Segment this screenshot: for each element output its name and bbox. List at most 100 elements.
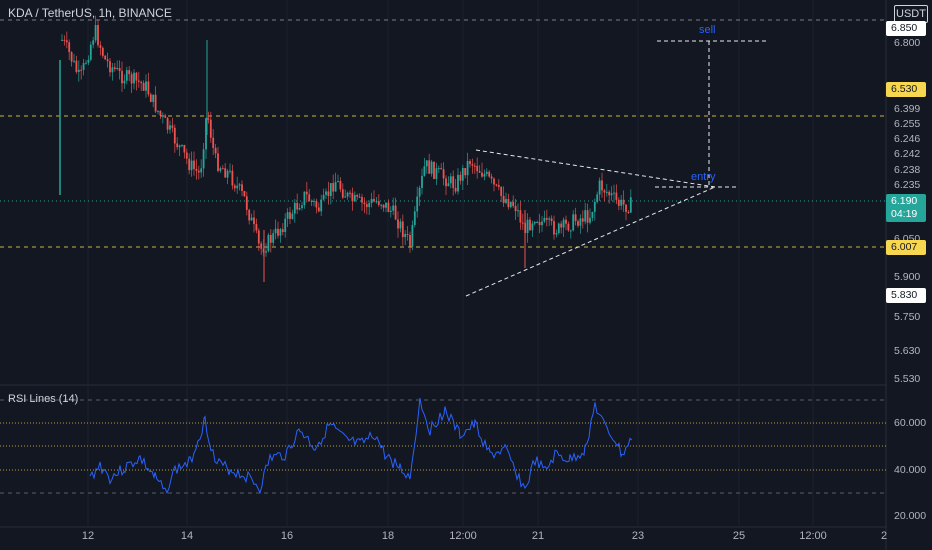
candle-body	[418, 187, 421, 197]
price-tag-level: 5.830	[886, 288, 926, 303]
candle-body	[536, 221, 539, 223]
candle-body	[562, 219, 565, 228]
candle-body	[233, 185, 236, 189]
candle-body	[75, 60, 78, 72]
candle-body	[68, 42, 71, 53]
candle-body	[133, 72, 135, 84]
candle-body	[437, 168, 440, 170]
candle-body	[613, 192, 615, 194]
candle-body	[548, 218, 551, 220]
candle-body	[200, 168, 203, 173]
candle-body	[404, 234, 407, 238]
candle-body	[248, 209, 251, 221]
time-axis-label: 18	[381, 530, 395, 542]
candle-body	[171, 125, 174, 128]
candle-body	[217, 153, 219, 171]
candle-body	[361, 197, 363, 203]
rsi-line	[89, 397, 633, 495]
candle-body	[425, 160, 428, 167]
candle-body	[488, 171, 491, 177]
candle-body	[538, 221, 541, 226]
candle-body	[370, 198, 373, 204]
candle-body	[519, 210, 522, 223]
candle-body	[581, 218, 584, 222]
candle-body	[526, 219, 529, 233]
candle-body	[173, 127, 176, 144]
candle-body	[231, 170, 234, 186]
candle-body	[128, 70, 131, 75]
candle-body	[567, 223, 570, 231]
candle-body	[428, 160, 431, 174]
candle-body	[622, 199, 625, 205]
candle-body	[325, 191, 327, 195]
candle-body	[255, 224, 258, 231]
candle-body	[435, 168, 438, 179]
candle-body	[94, 25, 97, 41]
candle-body	[413, 211, 416, 225]
time-axis-label: 16	[280, 530, 294, 542]
rsi-indicator-label[interactable]: RSI Lines (14)	[8, 393, 79, 405]
rsi-axis-label: 20.000	[894, 510, 927, 522]
candle-body	[382, 204, 385, 208]
candle-body	[495, 184, 498, 186]
candle-body	[440, 168, 443, 170]
candle-body	[572, 214, 575, 231]
candle-body	[483, 173, 486, 177]
candle-body	[116, 67, 119, 70]
candle-body	[416, 196, 419, 212]
candle-body	[70, 52, 73, 62]
candle-body	[625, 204, 627, 212]
candle-body	[197, 170, 200, 173]
candle-body	[101, 47, 104, 56]
candle-body	[356, 195, 359, 197]
drawings	[465, 40, 767, 297]
candle-body	[430, 161, 433, 174]
candle-body	[310, 201, 313, 203]
candle-body	[320, 199, 323, 212]
time-axis-label: 21	[531, 530, 545, 542]
candle-body	[610, 193, 613, 196]
price-levels	[0, 19, 886, 248]
candle-body	[433, 161, 435, 179]
candle-body	[457, 174, 459, 192]
candle-body	[514, 205, 517, 212]
candle-body	[449, 176, 452, 184]
candle-body	[164, 115, 167, 118]
candle-body	[97, 25, 99, 46]
candle-body	[195, 168, 198, 171]
sell-annotation[interactable]: sell	[699, 24, 716, 36]
candle-body	[178, 145, 181, 148]
candle-body	[274, 228, 277, 234]
candle-body	[577, 221, 579, 226]
candle-body	[560, 223, 563, 228]
candle-body	[375, 201, 378, 203]
price-tag-level: 6.007	[886, 240, 926, 255]
candle-body	[591, 211, 594, 218]
candle-body	[111, 67, 114, 73]
candle-body	[284, 218, 287, 232]
candle-body	[485, 171, 488, 174]
candle-body	[145, 81, 147, 91]
candle-body	[545, 217, 548, 220]
candle-body	[308, 194, 311, 202]
candle-body	[454, 187, 457, 192]
candle-body	[161, 115, 164, 117]
candle-body	[557, 223, 560, 234]
candle-body	[140, 81, 143, 83]
candle-body	[245, 196, 248, 210]
symbol-title[interactable]: KDA / TetherUS, 1h, BINANCE	[8, 6, 172, 20]
candle-body	[447, 183, 450, 187]
candles	[59, 15, 632, 282]
candle-body	[257, 230, 260, 244]
currency-button[interactable]: USDT	[894, 5, 928, 23]
candle-body	[541, 221, 543, 226]
candle-body	[272, 233, 275, 243]
entry-annotation[interactable]: entry	[691, 171, 716, 183]
candle-body	[473, 165, 476, 167]
candle-body	[130, 74, 133, 84]
candle-body	[493, 178, 495, 185]
candle-body	[226, 170, 229, 178]
rsi-axis-label: 40.000	[894, 464, 927, 476]
candle-body	[363, 202, 366, 205]
